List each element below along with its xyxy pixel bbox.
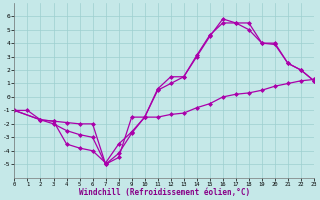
X-axis label: Windchill (Refroidissement éolien,°C): Windchill (Refroidissement éolien,°C) xyxy=(79,188,250,197)
